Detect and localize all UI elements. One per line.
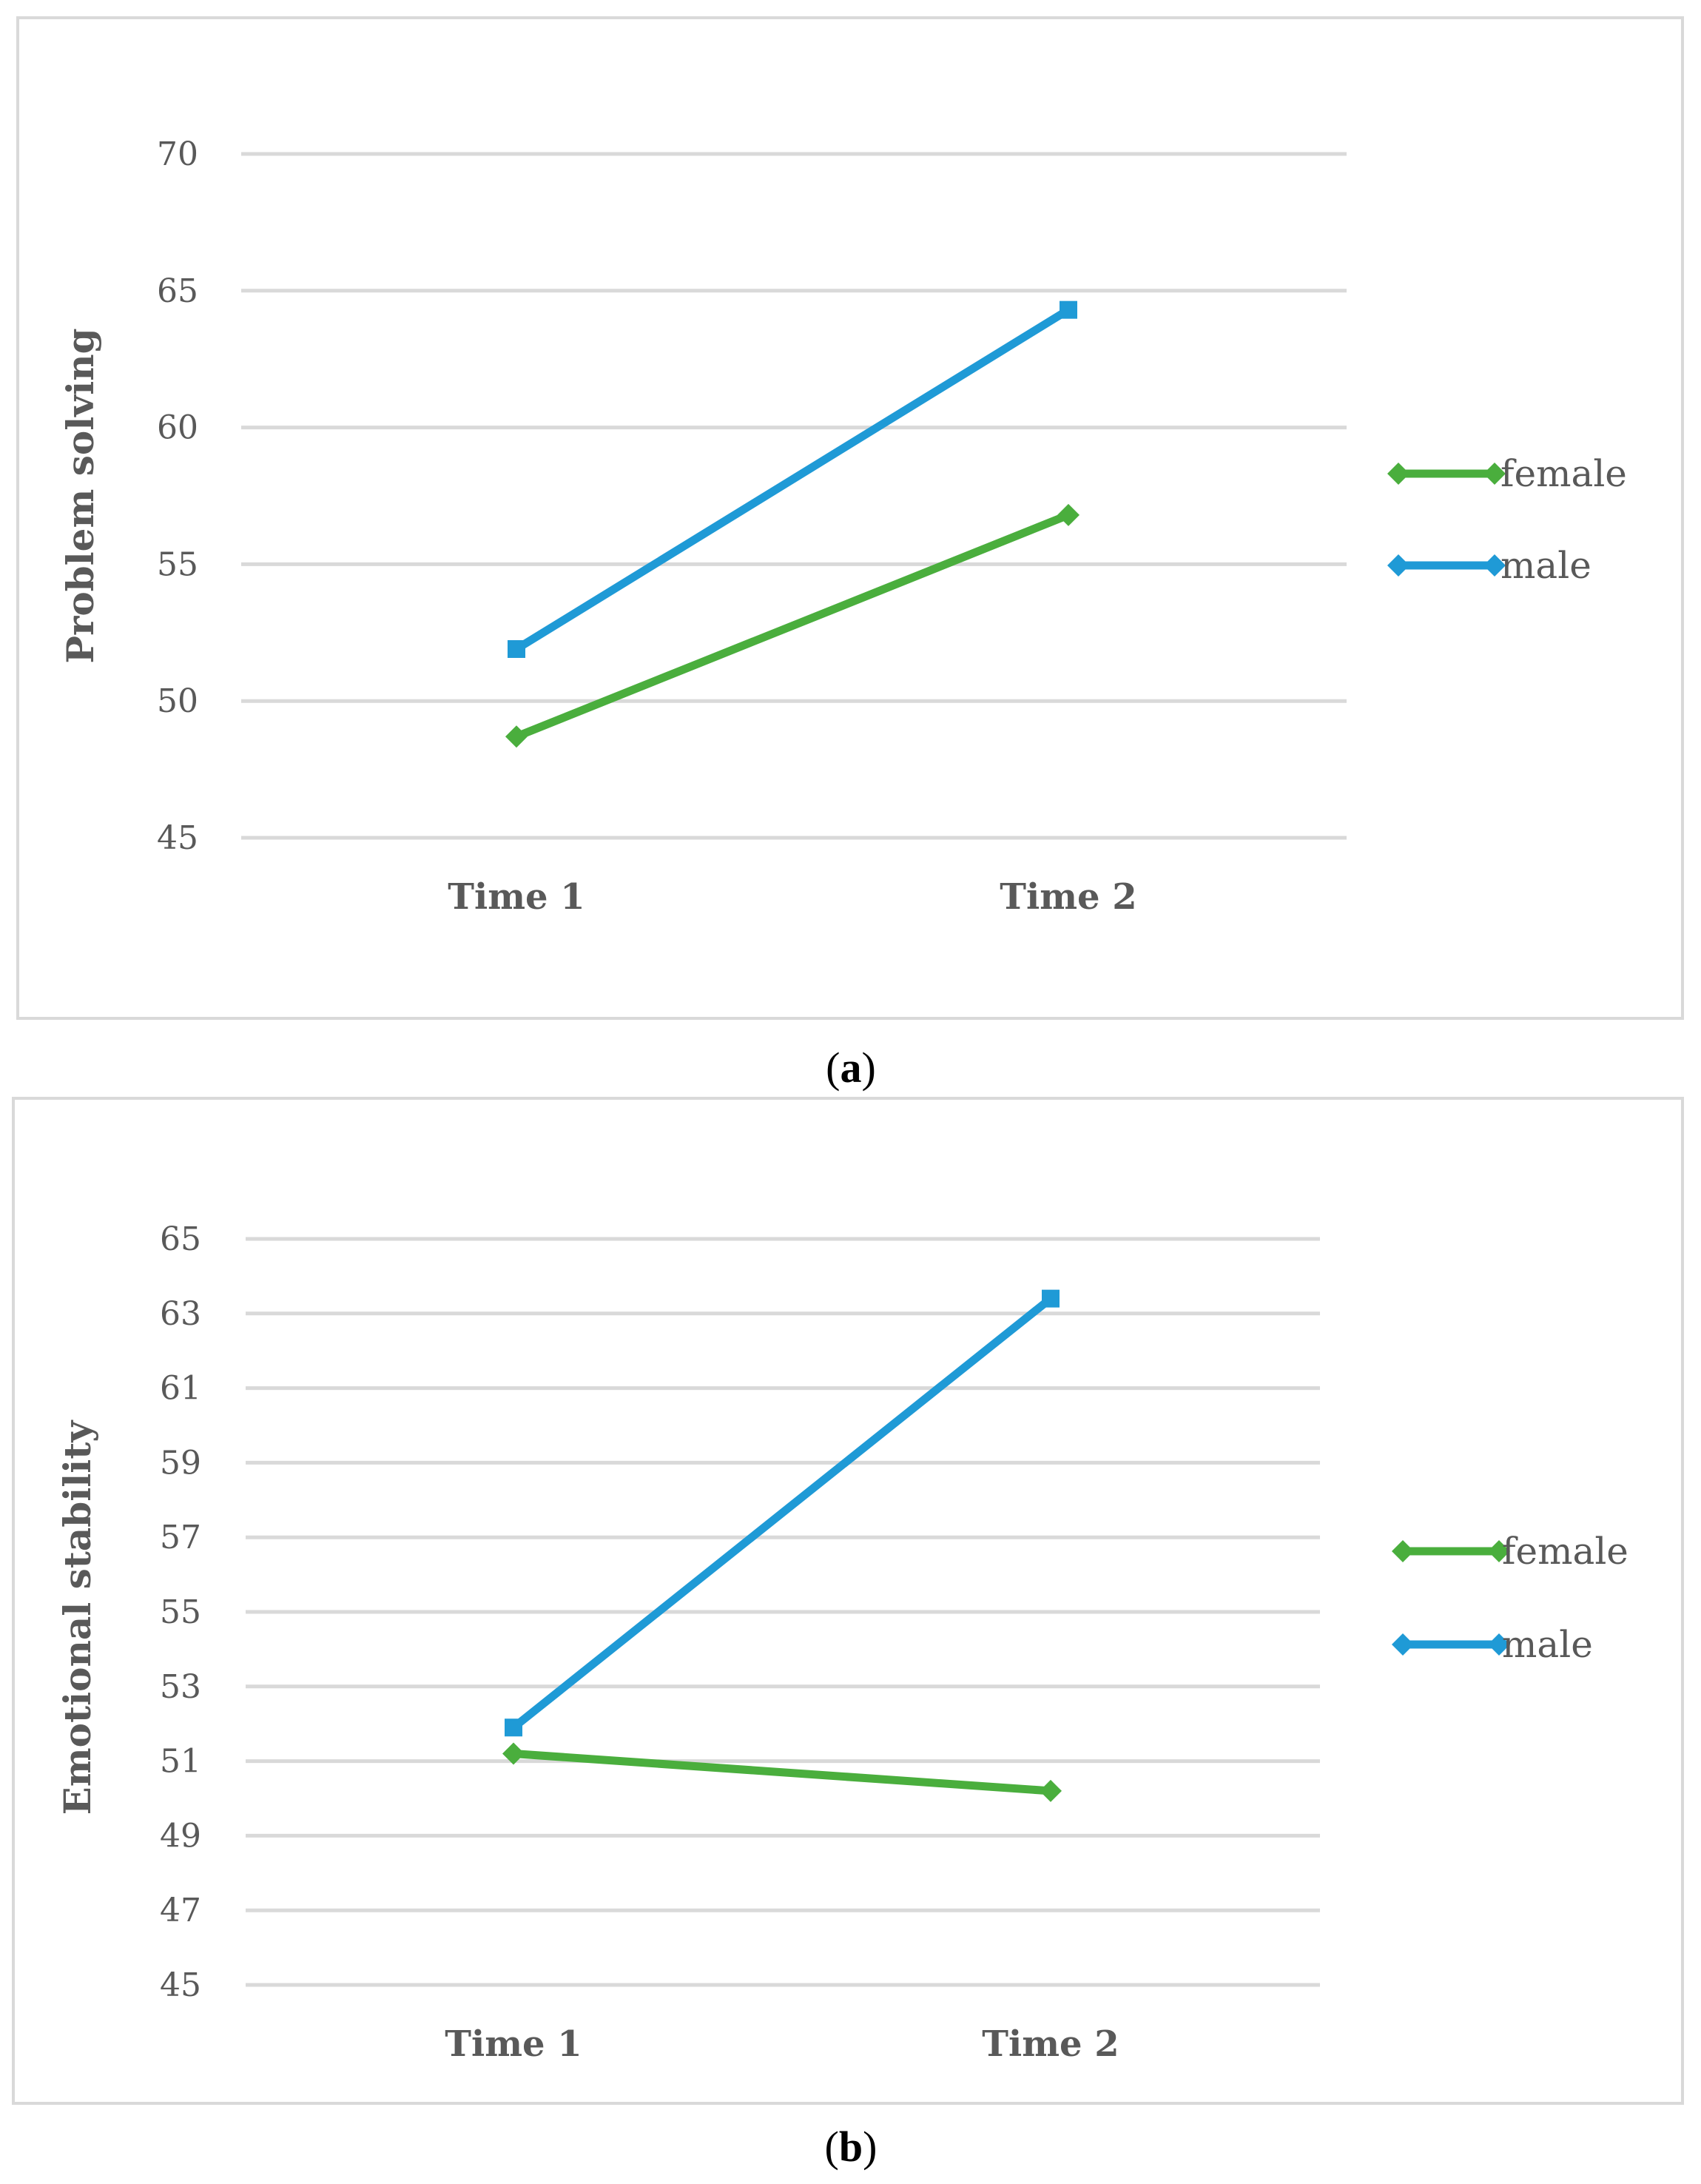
data-point-female [1057, 503, 1079, 526]
series-line-male [512, 306, 1073, 653]
series-male [508, 300, 1077, 658]
y-tick-label: 45 [157, 819, 198, 857]
legend-marker [1387, 554, 1409, 577]
legend-marker [1483, 554, 1506, 577]
legend-label: female [1500, 452, 1627, 495]
legend-marker [1392, 1633, 1414, 1656]
y-axis-title: Emotional stability [55, 1419, 99, 1815]
legend-entry-male: male [1392, 1623, 1593, 1666]
y-axis-title: Problem solving [58, 328, 102, 663]
chart-panel-a: 45 50 55 60 65 70 Time 1 Time 2 Problem solving f… [16, 16, 1684, 1020]
panel-caption: (a) [826, 1044, 876, 1092]
legend-marker [1387, 463, 1409, 485]
y-tick-label: 61 [160, 1370, 201, 1408]
x-tick-label: Time 2 [1000, 876, 1136, 918]
series-male [505, 1289, 1060, 1737]
series-line-female [512, 511, 1073, 741]
series-line-female [509, 1750, 1055, 1795]
legend-entry-female: female [1392, 1530, 1628, 1573]
data-point-female [505, 725, 528, 748]
y-tick-label: 49 [160, 1817, 201, 1855]
x-tick-label: Time 1 [448, 876, 585, 918]
y-tick-label: 70 [157, 135, 198, 173]
data-point-male [1042, 1289, 1060, 1308]
legend-marker [1392, 1540, 1414, 1562]
chart-panel-b: 45 47 49 51 53 55 57 59 61 63 65 Time 1 Time 2 Emotio… [12, 1097, 1684, 2105]
chart-frame [12, 1097, 1684, 2105]
legend-entry-female: female [1387, 452, 1627, 495]
legend-label: male [1502, 1623, 1593, 1666]
data-point-female [502, 1742, 525, 1765]
y-tick-label: 53 [160, 1668, 201, 1706]
y-tick-label: 45 [160, 1966, 201, 2004]
data-point-male [505, 1718, 522, 1737]
y-tick-label: 57 [160, 1519, 201, 1556]
y-tick-label: 50 [157, 682, 198, 720]
series-female [502, 1742, 1062, 1802]
panel-caption: (b) [825, 2123, 878, 2171]
data-point-male [508, 639, 525, 658]
legend-marker [1488, 1540, 1510, 1562]
series-line-male [509, 1294, 1055, 1732]
x-tick-label: Time 1 [445, 2023, 582, 2065]
y-tick-label: 59 [160, 1444, 201, 1482]
chart-frame [16, 16, 1684, 1020]
x-tick-label: Time 2 [982, 2023, 1119, 2065]
y-tick-label: 55 [157, 545, 198, 583]
legend-entry-male: male [1387, 544, 1591, 587]
y-tick-label: 63 [160, 1295, 201, 1333]
legend-label: male [1500, 544, 1591, 587]
legend-marker [1488, 1633, 1510, 1656]
y-tick-label: 65 [157, 272, 198, 310]
legend-label: female [1502, 1530, 1628, 1573]
data-point-female [1040, 1779, 1062, 1802]
y-tick-label: 51 [160, 1743, 201, 1781]
y-tick-label: 60 [157, 409, 198, 447]
series-female [505, 503, 1079, 748]
y-tick-label: 65 [160, 1220, 201, 1258]
data-point-male [1060, 300, 1077, 319]
y-tick-label: 47 [160, 1892, 201, 1929]
y-tick-label: 55 [160, 1593, 201, 1631]
legend-marker [1483, 463, 1506, 485]
